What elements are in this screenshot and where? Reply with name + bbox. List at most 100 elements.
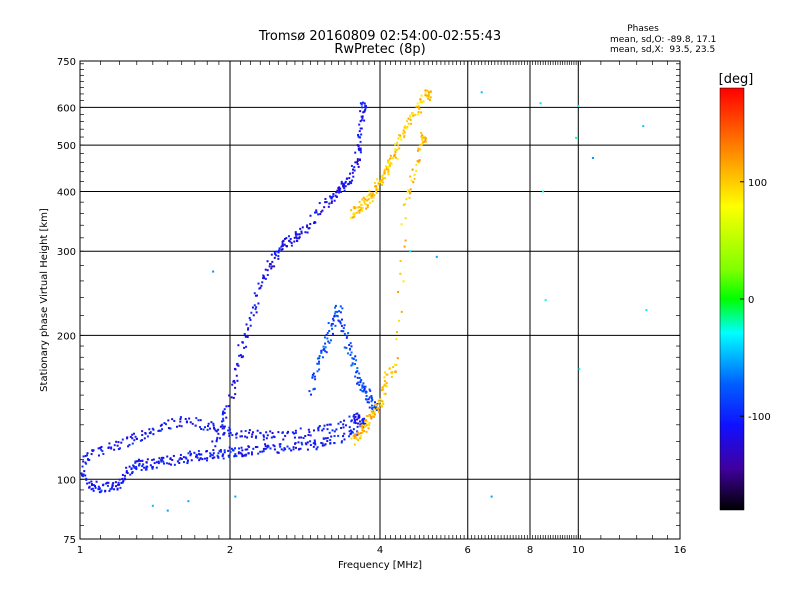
chart-title: Tromsø 20160809 02:54:00-02:55:43: [258, 29, 501, 44]
data-point: [337, 422, 340, 425]
data-point: [402, 280, 405, 283]
data-point: [236, 379, 239, 382]
data-point: [360, 119, 363, 122]
data-point: [146, 435, 149, 438]
data-point: [393, 363, 396, 366]
data-point: [373, 182, 376, 185]
data-point: [328, 195, 331, 198]
data-point: [381, 178, 384, 181]
data-point: [350, 420, 353, 423]
data-point: [435, 255, 438, 258]
data-point: [348, 177, 351, 180]
data-point: [370, 194, 373, 197]
data-point: [309, 444, 312, 447]
data-point: [325, 333, 328, 336]
data-point: [191, 422, 194, 425]
data-point: [412, 181, 415, 184]
data-point: [328, 341, 331, 344]
data-point: [241, 341, 244, 344]
data-point: [298, 237, 301, 240]
data-point: [353, 419, 356, 422]
data-point: [95, 480, 98, 483]
data-point: [316, 370, 319, 373]
data-point: [355, 371, 358, 374]
y-tick-label: 750: [57, 57, 76, 68]
data-point: [126, 436, 129, 439]
data-point: [135, 460, 138, 463]
data-point: [427, 97, 430, 100]
data-point: [359, 120, 362, 123]
data-point: [322, 345, 325, 348]
data-point: [321, 356, 324, 359]
data-point: [313, 375, 316, 378]
data-point: [223, 449, 226, 452]
data-point: [416, 160, 419, 163]
data-point: [250, 435, 253, 438]
data-point: [409, 190, 412, 193]
data-point: [299, 427, 302, 430]
data-point: [361, 101, 364, 104]
data-point: [419, 101, 422, 104]
data-point: [358, 376, 361, 379]
data-point: [335, 191, 338, 194]
data-point: [374, 404, 377, 407]
data-point: [266, 444, 269, 447]
data-point: [265, 431, 268, 434]
data-point: [367, 401, 370, 404]
data-point: [145, 461, 148, 464]
data-point: [298, 236, 301, 239]
data-point: [323, 424, 326, 427]
data-point: [134, 435, 137, 438]
data-point: [231, 434, 234, 437]
data-point: [222, 457, 225, 460]
data-point: [388, 367, 391, 370]
data-point: [295, 236, 298, 239]
data-point: [294, 442, 297, 445]
data-point: [323, 206, 326, 209]
data-point: [300, 232, 303, 235]
data-point: [257, 282, 260, 285]
data-point: [276, 451, 279, 454]
data-point: [169, 457, 172, 460]
data-point: [138, 464, 141, 467]
data-point: [172, 454, 175, 457]
data-point: [81, 465, 84, 468]
data-point: [176, 460, 179, 463]
data-point: [99, 446, 102, 449]
data-point: [359, 432, 362, 435]
data-point: [380, 400, 383, 403]
data-point: [198, 453, 201, 456]
data-point: [414, 113, 417, 116]
data-point: [302, 437, 305, 440]
x-tick-label: 1: [77, 545, 83, 556]
data-point: [131, 433, 134, 436]
data-point: [116, 444, 119, 447]
data-point: [178, 458, 181, 461]
data-point: [206, 428, 209, 431]
data-point: [197, 450, 200, 453]
data-point: [167, 427, 170, 430]
data-point: [117, 481, 120, 484]
data-point: [284, 448, 287, 451]
data-point: [240, 452, 243, 455]
data-point: [364, 108, 367, 111]
data-point: [294, 231, 297, 234]
data-point: [389, 154, 392, 157]
data-point: [403, 126, 406, 129]
data-point: [402, 129, 405, 132]
data-point: [329, 423, 332, 426]
data-point: [383, 383, 386, 386]
data-point: [364, 198, 367, 201]
data-point: [126, 472, 129, 475]
data-point: [287, 430, 290, 433]
data-point: [179, 457, 182, 460]
data-point: [356, 418, 359, 421]
data-point: [254, 294, 257, 297]
data-point: [361, 115, 364, 118]
data-point: [358, 436, 361, 439]
x-tick-label: 16: [674, 545, 687, 556]
data-point: [353, 436, 356, 439]
data-point: [368, 421, 371, 424]
data-point: [397, 137, 400, 140]
data-point: [262, 438, 265, 441]
